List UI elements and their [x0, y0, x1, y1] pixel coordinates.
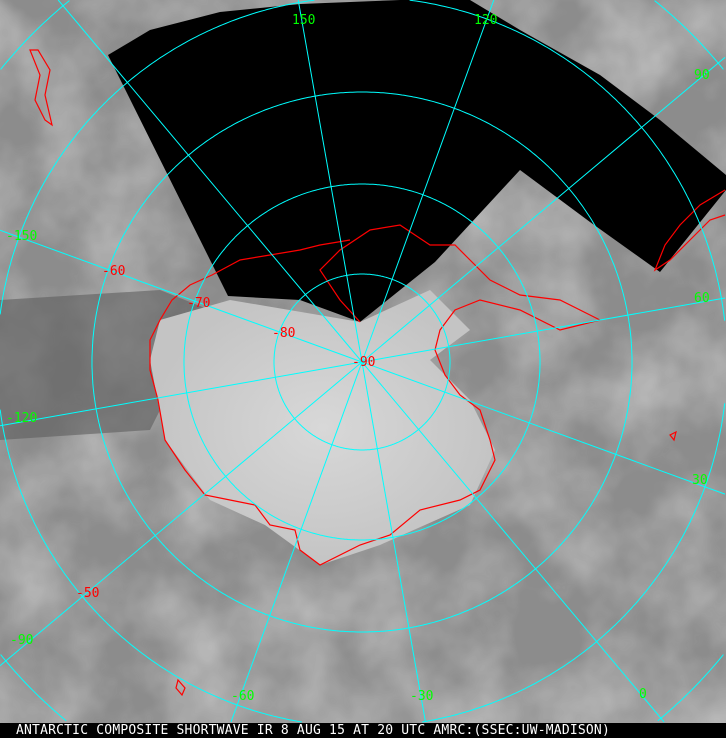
- island: [669, 430, 677, 442]
- longitude-meridian: [0, 361, 363, 667]
- longitude-meridian: [0, 361, 363, 427]
- longitude-label: -30: [410, 689, 433, 704]
- latitude-circle: [91, 91, 633, 633]
- longitude-label: -150: [6, 229, 37, 244]
- longitude-label: 0: [639, 687, 647, 702]
- latitude-label: -50: [76, 586, 99, 601]
- longitude-meridian: [0, 229, 363, 363]
- graticule-labels: -50 -60 -70 -80 -90 150 120 90 60 30 0 -…: [6, 13, 710, 704]
- longitude-label: 90: [694, 68, 710, 83]
- no-data-region: [108, 0, 726, 322]
- longitude-meridian: [361, 0, 495, 363]
- longitude-meridian: [230, 361, 363, 723]
- longitude-label: 120: [474, 13, 497, 28]
- longitude-label: 60: [694, 291, 710, 306]
- image-caption: ANTARCTIC COMPOSITE SHORTWAVE IR 8 AUG 1…: [0, 723, 726, 738]
- south-america-coastline: [653, 189, 726, 272]
- latitude-label: -60: [102, 264, 125, 279]
- antarctic-ice-sheet: [150, 290, 495, 565]
- coastline: [29, 49, 726, 697]
- longitude-meridian: [361, 297, 726, 363]
- latitude-circle: [183, 183, 541, 541]
- new-zealand-coastline: [29, 49, 53, 127]
- longitude-label: 150: [292, 13, 315, 28]
- longitude-label: -90: [10, 633, 33, 648]
- latitude-label: -90: [352, 355, 375, 370]
- longitude-meridian: [297, 0, 363, 363]
- latitude-label: -70: [187, 296, 210, 311]
- longitude-meridian: [361, 57, 726, 363]
- latitude-circle: [0, 0, 724, 722]
- graticule: [0, 0, 726, 723]
- longitude-meridian: [361, 361, 726, 495]
- longitude-meridian: [361, 361, 665, 723]
- longitude-meridian: [57, 0, 363, 363]
- island: [175, 678, 186, 697]
- longitude-label: -120: [6, 411, 37, 426]
- longitude-meridian: [361, 361, 426, 723]
- longitude-label: -60: [231, 689, 254, 704]
- dark-cloud-region: [0, 290, 210, 440]
- antarctica-coastline: [149, 224, 602, 566]
- longitude-label: 30: [692, 473, 708, 488]
- latitude-circle: [273, 273, 451, 451]
- latitude-label: -80: [272, 326, 295, 341]
- latitude-circle: [0, 0, 726, 723]
